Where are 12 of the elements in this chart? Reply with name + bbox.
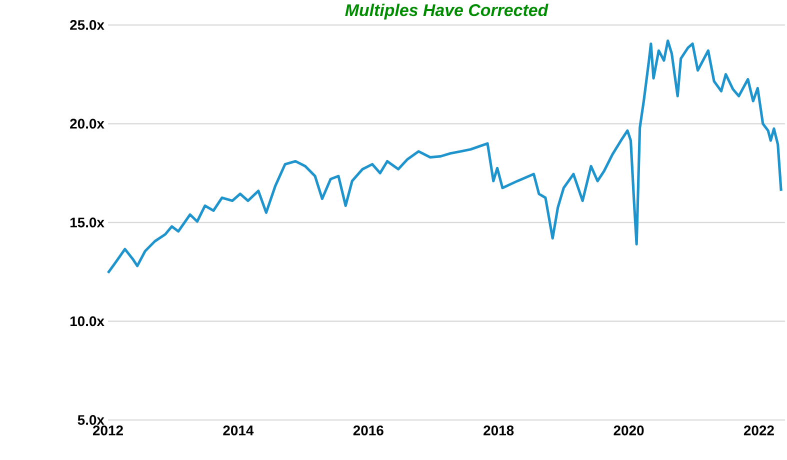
x-tick-label: 2014 — [223, 425, 254, 436]
x-tick-label: 2018 — [484, 425, 514, 436]
y-tick-label: 15.0x — [70, 218, 104, 228]
x-tick-label: 2012 — [92, 425, 123, 436]
y-tick-label: 5.0x — [78, 415, 104, 425]
chart-title: Multiples Have Corrected — [345, 4, 548, 20]
x-tick-label: 2016 — [353, 425, 384, 436]
y-tick-label: 20.0x — [70, 118, 104, 129]
x-tick-label: 2022 — [744, 425, 774, 436]
x-tick-label: 2020 — [614, 425, 644, 436]
y-tick-label: 25.0x — [70, 20, 104, 30]
y-tick-label: 10.0x — [70, 316, 104, 326]
